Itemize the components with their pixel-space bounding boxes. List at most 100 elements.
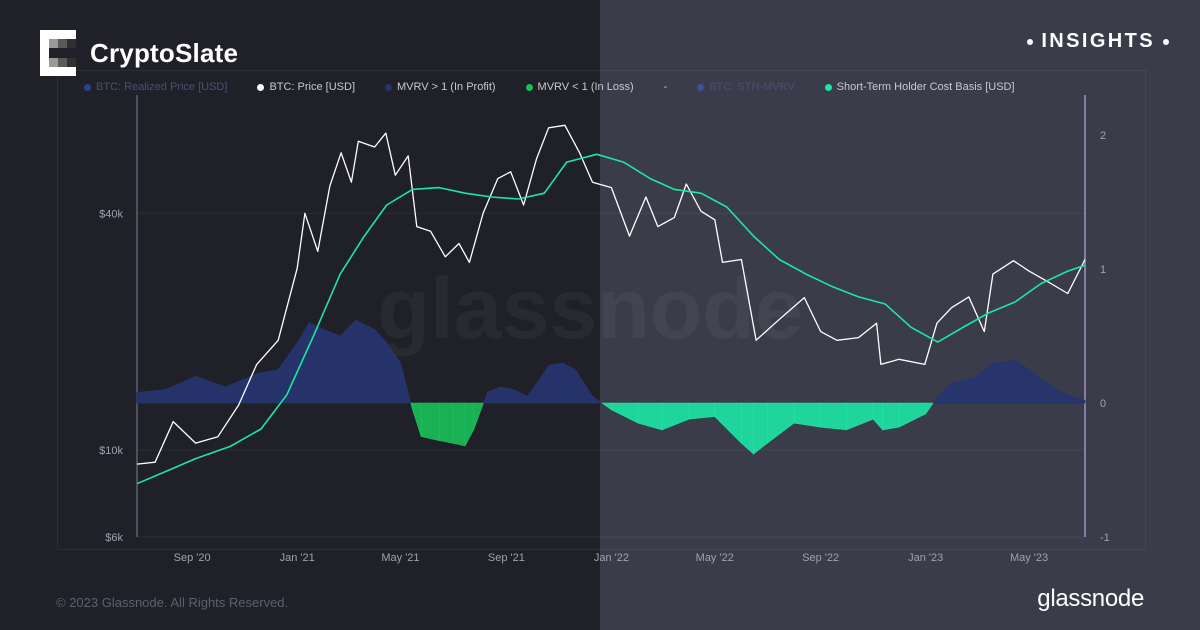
insights-label: INSIGHTS	[1041, 30, 1155, 52]
sth-mvrv-area	[574, 368, 593, 404]
legend-dot-icon	[257, 83, 265, 91]
x-tick-label: May '23	[1010, 552, 1048, 564]
sth-mvrv-area	[846, 402, 874, 431]
sth-mvrv-area	[1028, 368, 1057, 404]
legend-label: MVRV > 1 (In Profit)	[397, 81, 496, 93]
sth-mvrv-area	[483, 392, 488, 404]
cryptoslate-logo-icon	[40, 30, 76, 76]
sth-mvrv-area	[714, 402, 742, 444]
legend-item[interactable]: Short-Term Holder Cost Basis [USD]	[824, 81, 1015, 93]
chart-frame	[57, 70, 1146, 550]
watermark: glassnode	[377, 261, 802, 357]
sth-mvrv-area	[753, 402, 768, 455]
sth-mvrv-area	[1014, 359, 1030, 404]
legend-label: BTC: Realized Price [USD]	[96, 81, 228, 93]
sth-mvrv-area	[766, 402, 795, 444]
chart-legend: BTC: Realized Price [USD] BTC: Price [USD…	[84, 79, 1045, 95]
sth-mvrv-area	[464, 402, 474, 447]
x-tick-label: Jan '23	[908, 552, 943, 564]
y-right-tick-label: 2	[1100, 130, 1106, 142]
sth-mvrv-area	[195, 375, 226, 404]
x-tick-label: May '21	[381, 552, 419, 564]
brand-name: CryptoSlate	[90, 37, 239, 68]
copyright-text: © 2023 Glassnode. All Rights Reserved.	[56, 595, 289, 610]
sth-mvrv-area	[661, 402, 690, 431]
sth-mvrv-area	[820, 402, 847, 431]
sth-cost-basis-line	[136, 153, 1086, 485]
legend-dot-icon	[824, 83, 832, 91]
sth-mvrv-area	[355, 319, 375, 404]
sth-mvrv-area	[937, 382, 953, 404]
sth-mvrv-area	[898, 402, 927, 428]
y-right-tick-label: 0	[1100, 398, 1106, 410]
sth-mvrv-area	[339, 319, 357, 404]
legend-label: Short-Term Holder Cost Basis [USD]	[836, 81, 1015, 93]
sth-mvrv-area	[562, 362, 576, 404]
legend-dot-icon	[525, 83, 533, 91]
sth-mvrv-area	[412, 402, 422, 437]
sth-mvrv-area	[487, 386, 501, 404]
y-left-tick-label: $6k	[105, 532, 123, 544]
sth-mvrv-area	[539, 364, 549, 404]
sth-mvrv-area	[932, 395, 939, 404]
sth-mvrv-area	[256, 369, 279, 404]
legend-item[interactable]: MVRV < 1 (In Loss)	[525, 81, 634, 93]
sth-mvrv-area	[323, 328, 341, 404]
background-right-panel	[600, 0, 1200, 630]
sth-mvrv-area	[548, 362, 563, 404]
x-tick-label: Sep '20	[174, 552, 211, 564]
y-right-tick-label: -1	[1100, 532, 1110, 544]
legend-item[interactable]: MVRV > 1 (In Profit)	[385, 81, 496, 93]
sth-mvrv-area	[452, 402, 466, 447]
y-right-tick-label: 1	[1100, 264, 1106, 276]
sth-mvrv-area	[793, 402, 821, 428]
legend-label: -	[663, 81, 668, 93]
sth-mvrv-area	[438, 402, 454, 444]
y-left-tick-label: $10k	[99, 445, 123, 457]
sth-mvrv-area	[1071, 395, 1086, 404]
sth-mvrv-area	[688, 402, 716, 420]
legend-label: MVRV < 1 (In Loss)	[537, 81, 634, 93]
x-tick-label: Sep '22	[802, 552, 839, 564]
bullet-icon	[1027, 38, 1034, 45]
sth-mvrv-area	[592, 395, 603, 404]
sth-mvrv-area	[601, 402, 612, 411]
sth-mvrv-area	[637, 402, 663, 431]
sth-mvrv-area	[882, 402, 900, 431]
x-tick-label: Jan '21	[280, 552, 315, 564]
sth-mvrv-area	[952, 375, 977, 404]
sth-mvrv-area	[308, 322, 325, 404]
legend-item[interactable]: BTC: Realized Price [USD]	[84, 81, 227, 93]
legend-item[interactable]: BTC: STH-MVRV	[697, 81, 795, 93]
sth-mvrv-area	[296, 321, 310, 404]
sth-mvrv-area	[473, 402, 484, 430]
legend-item[interactable]: BTC: Price [USD]	[257, 81, 355, 93]
legend-label: BTC: STH-MVRV	[709, 81, 795, 93]
sth-mvrv-area	[1055, 389, 1073, 404]
sth-mvrv-area	[374, 328, 387, 404]
sth-mvrv-area	[420, 402, 440, 441]
sth-mvrv-area	[872, 402, 883, 431]
sth-mvrv-area	[400, 362, 412, 404]
legend-dot-icon	[697, 83, 705, 91]
legend-dot-icon	[385, 83, 393, 91]
sth-mvrv-area	[513, 389, 528, 404]
sth-mvrv-area	[925, 402, 934, 415]
sth-mvrv-area	[136, 389, 166, 404]
sth-mvrv-area	[526, 378, 541, 404]
y-left-tick-label: $40k	[99, 208, 123, 220]
background-left-panel	[0, 0, 600, 630]
sth-mvrv-area	[611, 402, 639, 424]
sth-mvrv-area	[741, 402, 754, 455]
sth-mvrv-area	[976, 362, 994, 404]
sth-mvrv-area	[165, 375, 196, 404]
x-tick-label: Sep '21	[488, 552, 525, 564]
x-tick-label: Jan '22	[594, 552, 629, 564]
bullet-icon	[1163, 38, 1169, 45]
brand: CryptoSlate	[40, 30, 238, 76]
sth-mvrv-area	[992, 359, 1016, 404]
legend-label: BTC: Price [USD]	[269, 81, 356, 93]
glassnode-logo: glassnode	[1037, 585, 1144, 612]
legend-item[interactable]: -	[664, 81, 668, 93]
